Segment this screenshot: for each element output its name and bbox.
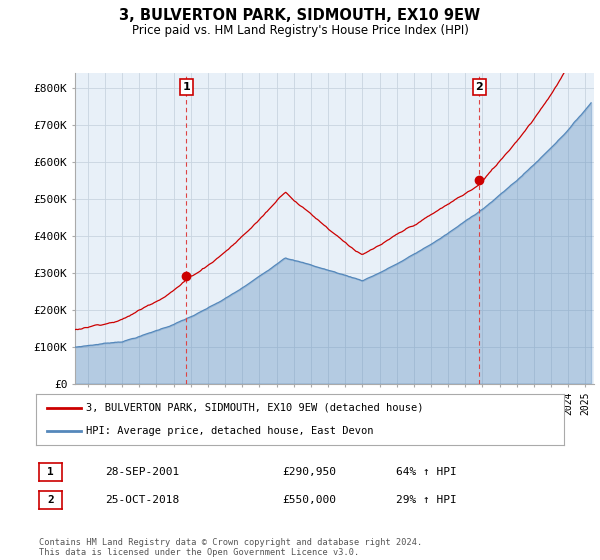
Text: 3, BULVERTON PARK, SIDMOUTH, EX10 9EW (detached house): 3, BULVERTON PARK, SIDMOUTH, EX10 9EW (d… [86, 403, 424, 413]
Text: £290,950: £290,950 [282, 467, 336, 477]
Text: 3, BULVERTON PARK, SIDMOUTH, EX10 9EW: 3, BULVERTON PARK, SIDMOUTH, EX10 9EW [119, 8, 481, 24]
Text: Contains HM Land Registry data © Crown copyright and database right 2024.
This d: Contains HM Land Registry data © Crown c… [39, 538, 422, 557]
Text: 1: 1 [47, 467, 54, 477]
Text: 1: 1 [182, 82, 190, 92]
Text: £550,000: £550,000 [282, 495, 336, 505]
Text: HPI: Average price, detached house, East Devon: HPI: Average price, detached house, East… [86, 426, 374, 436]
Text: Price paid vs. HM Land Registry's House Price Index (HPI): Price paid vs. HM Land Registry's House … [131, 24, 469, 37]
Text: 2: 2 [47, 495, 54, 505]
Text: 29% ↑ HPI: 29% ↑ HPI [396, 495, 457, 505]
Text: 25-OCT-2018: 25-OCT-2018 [105, 495, 179, 505]
Text: 28-SEP-2001: 28-SEP-2001 [105, 467, 179, 477]
Text: 64% ↑ HPI: 64% ↑ HPI [396, 467, 457, 477]
Text: 2: 2 [475, 82, 483, 92]
